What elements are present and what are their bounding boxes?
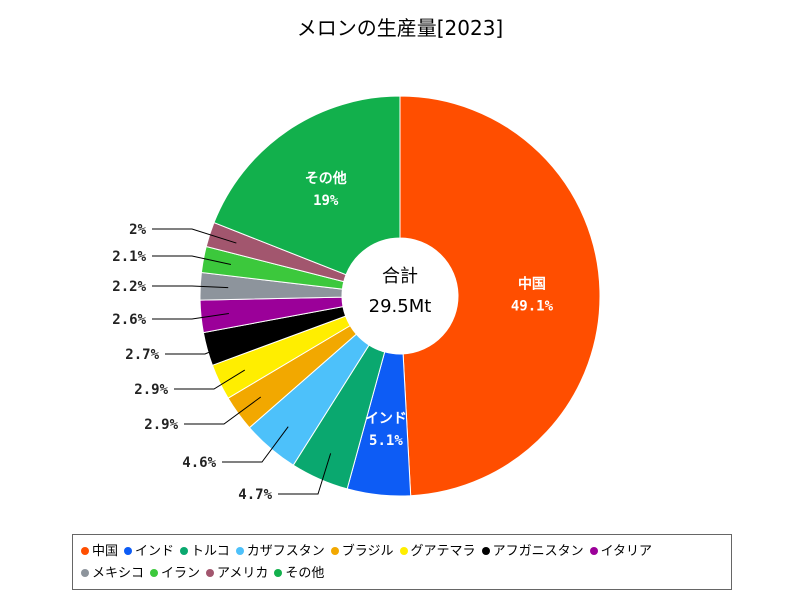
legend-item: アフガニスタン <box>481 541 584 563</box>
legend-label: ブラジル <box>341 544 394 559</box>
legend-item: アメリカ <box>206 563 268 585</box>
legend-swatch <box>481 546 490 555</box>
donut-hole <box>342 238 458 354</box>
slice-value-label: 2.9% <box>144 417 178 433</box>
chart-title: メロンの生産量[2023] <box>296 16 504 40</box>
leader-line <box>152 255 232 266</box>
legend-item: イラン <box>150 563 200 585</box>
legend-label: インド <box>135 544 175 559</box>
legend-item: イタリア <box>589 541 653 563</box>
leader-line <box>184 396 262 425</box>
chart-legend: 中国 インド トルコ カザフスタン ブラジル グアテマラ アフガニスタン イタリアメキシコ イラ… <box>72 534 732 590</box>
legend-swatch <box>399 546 408 555</box>
slice-name-label: その他 <box>305 170 347 187</box>
legend-label: イタリア <box>600 544 653 559</box>
slice-value-label: 2% <box>129 222 146 238</box>
slice-value-label: 2.6% <box>112 312 146 328</box>
legend-swatch <box>206 568 215 577</box>
leader-line <box>152 285 229 289</box>
legend-item: 中国 <box>81 541 118 563</box>
legend-swatch <box>274 568 283 577</box>
legend-swatch <box>81 546 89 555</box>
leader-line <box>222 426 289 463</box>
slice-value-label: 2.7% <box>125 347 159 363</box>
slice-value-label: 49.1% <box>511 298 554 314</box>
legend-item: メキシコ <box>81 563 144 585</box>
leader-line <box>152 313 229 320</box>
legend-label: イラン <box>161 566 201 581</box>
leader-line <box>174 369 246 390</box>
slice-value-label: 2.1% <box>112 249 146 265</box>
legend-swatch <box>124 546 133 555</box>
legend-swatch <box>589 546 598 555</box>
leader-line <box>152 228 237 244</box>
slice-value-label: 5.1% <box>369 433 403 449</box>
legend-label: アメリカ <box>217 566 269 581</box>
legend-label: 中国 <box>92 544 119 559</box>
slice-value-label: 4.7% <box>238 487 272 503</box>
legend-swatch <box>150 568 159 577</box>
legend-item: インド <box>124 541 174 563</box>
legend-label: メキシコ <box>92 566 145 581</box>
slice-value-label: 2.2% <box>112 279 146 295</box>
legend-swatch <box>235 546 244 555</box>
center-total-value: 29.5Mt <box>368 296 432 317</box>
leader-line <box>165 341 235 355</box>
slice-value-label: 19% <box>313 193 339 209</box>
leader-line <box>278 453 332 495</box>
slice-value-label: 2.9% <box>134 382 168 398</box>
legend-label: アフガニスタン <box>492 544 584 559</box>
legend-item: トルコ <box>180 541 230 563</box>
legend-item: カザフスタン <box>235 541 325 563</box>
center-total: 合計 29.5Mt <box>340 262 460 322</box>
legend-swatch <box>330 546 339 555</box>
legend-item: グアテマラ <box>399 541 476 563</box>
legend-label: カザフスタン <box>246 544 325 559</box>
legend-item: その他 <box>274 563 324 585</box>
legend-label: その他 <box>285 566 325 581</box>
legend-label: グアテマラ <box>410 544 476 559</box>
center-total-label: 合計 <box>382 266 418 287</box>
legend-item: ブラジル <box>330 541 394 563</box>
legend-swatch <box>81 568 89 577</box>
slice-value-label: 4.6% <box>182 455 216 471</box>
legend-label: トルコ <box>191 544 230 559</box>
legend-swatch <box>180 546 189 555</box>
slice-name-label: インド <box>365 411 407 427</box>
slice-name-label: 中国 <box>518 275 546 292</box>
